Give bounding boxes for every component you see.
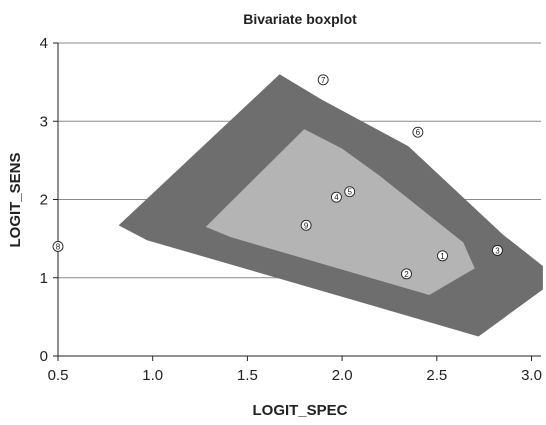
y-tick-label-4: 4 xyxy=(40,35,48,52)
data-point-label-6: 6 xyxy=(416,128,421,137)
data-point-label-8: 8 xyxy=(56,242,61,251)
x-tick-label-1.5: 1.5 xyxy=(237,367,258,384)
data-point-label-7: 7 xyxy=(321,76,326,85)
x-tick-label-2.0: 2.0 xyxy=(332,367,353,384)
hinge-polygon xyxy=(205,129,475,295)
x-tick-label-2.5: 2.5 xyxy=(426,367,447,384)
data-point-2 xyxy=(401,268,412,280)
data-point-label-1: 1 xyxy=(440,252,445,261)
data-point-label-2: 2 xyxy=(404,270,409,279)
data-points: 1 2 3 45 6 7 8 9 xyxy=(52,74,503,280)
hinge-region xyxy=(205,129,475,295)
chart-title: Bivariate boxplot xyxy=(243,11,357,27)
data-point-label-3: 3 xyxy=(495,246,500,255)
x-tick-label-3.0: 3.0 xyxy=(521,367,542,384)
x-tick-label-1.0: 1.0 xyxy=(142,367,163,384)
tick-labels: 0 1 2 3 4 0.5 1.0 1.5 2.0 2.5 3.0 xyxy=(40,35,542,384)
y-tick-label-1: 1 xyxy=(40,270,48,287)
data-point-7 xyxy=(317,74,329,86)
y-axis-title: LOGIT_SENS xyxy=(7,152,24,247)
data-point-3 xyxy=(491,244,503,256)
y-tick-label-0: 0 xyxy=(40,348,48,365)
data-point-label-9: 9 xyxy=(304,221,309,230)
data-point-label-5: 5 xyxy=(347,188,352,197)
x-tick-label-0.5: 0.5 xyxy=(48,367,69,384)
axes xyxy=(53,42,541,361)
data-point-5 xyxy=(344,186,356,198)
data-point-6 xyxy=(412,126,424,138)
data-point-label-4: 4 xyxy=(334,193,339,202)
data-point-9 xyxy=(300,219,312,231)
y-tick-label-2: 2 xyxy=(40,192,48,209)
x-axis-title: LOGIT_SPEC xyxy=(252,402,347,419)
data-point-8 xyxy=(52,240,64,252)
data-point-1 xyxy=(437,250,448,262)
data-point-4 xyxy=(330,191,342,203)
y-tick-label-3: 3 xyxy=(40,113,48,130)
